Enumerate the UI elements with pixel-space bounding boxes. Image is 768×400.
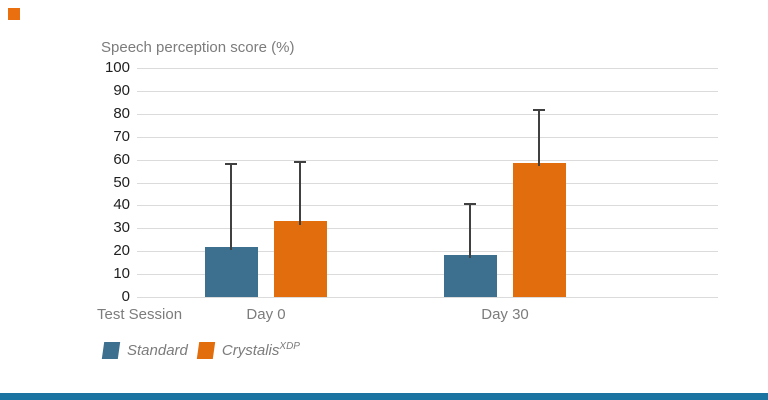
y-tick-label: 40 <box>113 196 130 213</box>
legend-label: CrystalisXDP <box>221 341 300 360</box>
gridline <box>137 68 718 69</box>
legend-swatch-crystalis-xdp <box>196 342 216 359</box>
y-tick-label: 70 <box>113 128 130 145</box>
gridline <box>137 183 718 184</box>
top-left-accent-square <box>8 8 20 20</box>
y-tick-label: 30 <box>113 219 130 236</box>
bar-standard-day-0 <box>205 247 258 297</box>
error-bar <box>299 161 301 225</box>
gridline <box>137 205 718 206</box>
legend-label: Standard <box>127 342 188 359</box>
y-tick-label: 10 <box>113 265 130 282</box>
gridline <box>137 160 718 161</box>
legend-item-crystalis-xdp: CrystalisXDP <box>196 341 300 360</box>
x-category-label: Day 30 <box>481 306 529 323</box>
x-category-label: Day 0 <box>246 306 286 323</box>
x-axis-title: Test Session <box>97 306 183 323</box>
legend-item-standard: Standard <box>101 342 188 359</box>
chart-title: Speech perception score (%) <box>101 39 295 56</box>
y-tick-label: 50 <box>113 174 130 191</box>
y-tick-label: 20 <box>113 242 130 259</box>
error-bar <box>230 163 232 250</box>
error-bar-cap <box>294 161 306 163</box>
bottom-accent-bar <box>0 393 768 400</box>
y-tick-label: 80 <box>113 105 130 122</box>
gridline <box>137 251 718 252</box>
bar-crystalis-xdp-day-30 <box>513 163 566 297</box>
legend-swatch-standard <box>101 342 121 359</box>
y-tick-label: 0 <box>121 288 130 305</box>
y-tick-label: 90 <box>113 82 130 99</box>
gridline <box>137 297 718 298</box>
gridline <box>137 228 718 229</box>
error-bar <box>538 109 540 166</box>
error-bar-cap <box>225 163 237 165</box>
legend-label-superscript: XDP <box>279 341 300 352</box>
error-bar <box>469 203 471 258</box>
gridline <box>137 114 718 115</box>
bar-standard-day-30 <box>444 255 497 297</box>
gridline <box>137 274 718 275</box>
y-tick-label: 60 <box>113 151 130 168</box>
y-tick-label: 100 <box>104 59 130 76</box>
error-bar-cap <box>533 109 545 111</box>
gridline <box>137 137 718 138</box>
legend: Standard CrystalisXDP <box>101 341 300 360</box>
bar-crystalis-xdp-day-0 <box>274 221 327 297</box>
error-bar-cap <box>464 203 476 205</box>
gridline <box>137 91 718 92</box>
